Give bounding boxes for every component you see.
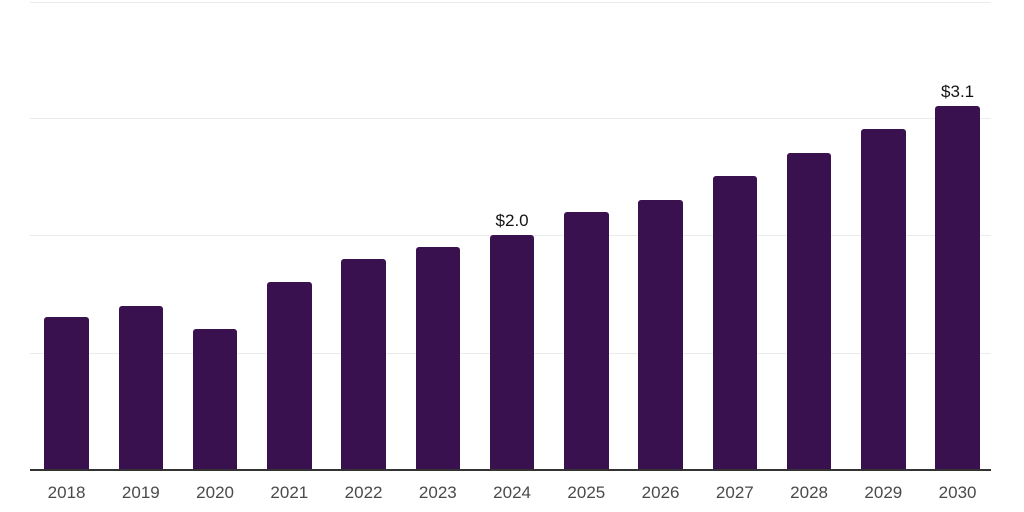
x-tick-2018: 2018 — [47, 483, 86, 502]
bar-2019 — [118, 305, 164, 470]
x-axis-line — [30, 469, 991, 471]
x-tick-2029: 2029 — [864, 483, 903, 502]
bar-2024 — [489, 235, 535, 470]
x-tick-2027: 2027 — [715, 483, 754, 502]
bar-2020 — [192, 329, 238, 470]
bar-2025 — [564, 211, 609, 470]
bar-value-label-2024: $2.0 — [495, 210, 529, 230]
bar-2027 — [712, 176, 758, 470]
bar-2029 — [861, 129, 906, 470]
x-tick-2026: 2026 — [641, 483, 680, 502]
bar-2018 — [44, 317, 89, 470]
bar-2021 — [267, 282, 312, 470]
bar-2026 — [638, 199, 683, 470]
x-tick-2019: 2019 — [121, 483, 160, 502]
x-tick-2028: 2028 — [790, 483, 829, 502]
bar-2022 — [341, 258, 386, 470]
bar-2028 — [786, 152, 832, 470]
bar-value-label-2030: $3.1 — [941, 81, 975, 101]
x-tick-2022: 2022 — [344, 483, 383, 502]
x-tick-2023: 2023 — [418, 483, 457, 502]
x-tick-2020: 2020 — [196, 483, 235, 502]
x-tick-2024: 2024 — [493, 483, 532, 502]
x-tick-2025: 2025 — [567, 483, 606, 502]
x-tick-2021: 2021 — [270, 483, 309, 502]
bar-2023 — [415, 246, 461, 470]
gridline-4 — [30, 2, 991, 3]
gridline-3 — [30, 117, 991, 119]
x-tick-2030: 2030 — [938, 483, 977, 502]
bar-2030 — [935, 105, 980, 470]
